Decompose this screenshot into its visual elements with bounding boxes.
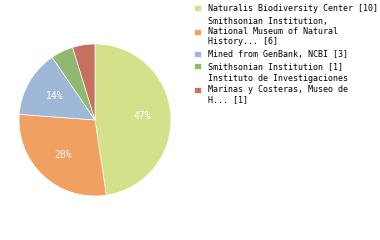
Text: 47%: 47% xyxy=(133,111,151,121)
Wedge shape xyxy=(95,44,171,195)
Text: 14%: 14% xyxy=(45,91,63,102)
Wedge shape xyxy=(19,57,95,120)
Legend: Naturalis Biodiversity Center [10], Smithsonian Institution,
National Museum of : Naturalis Biodiversity Center [10], Smit… xyxy=(194,4,377,104)
Wedge shape xyxy=(52,47,95,120)
Wedge shape xyxy=(19,114,106,196)
Text: 28%: 28% xyxy=(54,150,72,160)
Wedge shape xyxy=(73,44,95,120)
